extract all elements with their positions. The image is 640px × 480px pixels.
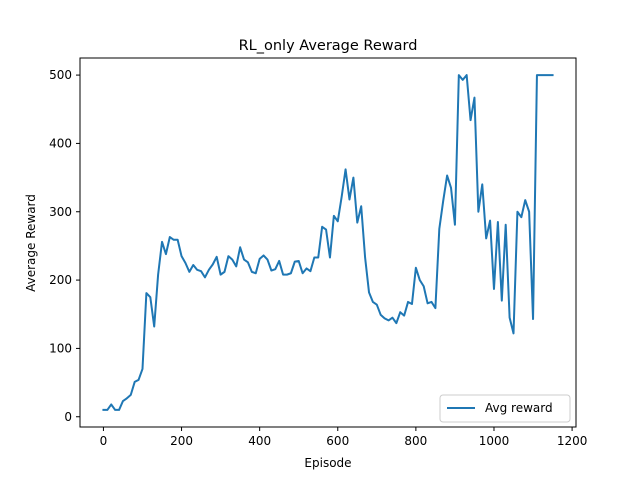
x-tick-label-200: 200 [170, 434, 193, 448]
y-tick-label-0: 0 [64, 410, 72, 424]
y-tick-label-100: 100 [49, 341, 72, 355]
y-tick-label-500: 500 [49, 68, 72, 82]
x-axis-label: Episode [304, 456, 351, 470]
legend: Avg reward [439, 394, 571, 423]
x-tick-label-800: 800 [404, 434, 427, 448]
y-tick-label-300: 300 [49, 205, 72, 219]
x-tick-label-600: 600 [326, 434, 349, 448]
x-tick-label-1200: 1200 [557, 434, 588, 448]
legend-label-avg-reward: Avg reward [485, 401, 553, 415]
axes-frame [79, 57, 577, 428]
x-tick-label-400: 400 [248, 434, 271, 448]
x-tick-label-0: 0 [100, 434, 108, 448]
x-tick-label-1000: 1000 [479, 434, 510, 448]
y-axis-label: Average Reward [24, 194, 38, 292]
y-tick-label-200: 200 [49, 273, 72, 287]
y-tick-label-400: 400 [49, 136, 72, 150]
legend-box [439, 394, 571, 423]
plot-area: 0 200 400 600 800 1000 1200 0 100 200 300 400 500 [49, 57, 588, 448]
series-line-0 [102, 74, 554, 411]
chart-title: RL_only Average Reward [239, 38, 418, 54]
